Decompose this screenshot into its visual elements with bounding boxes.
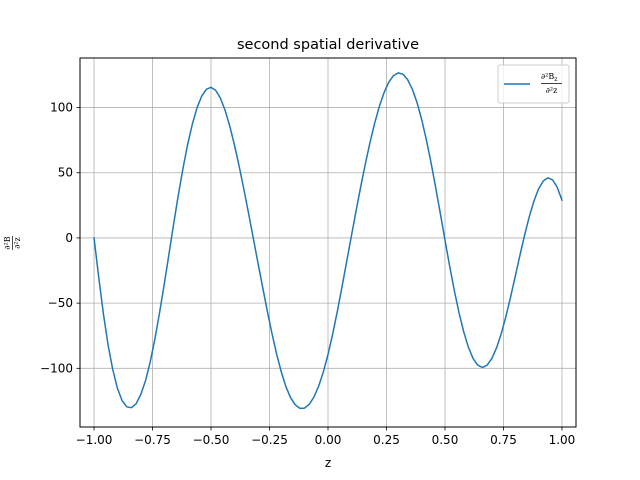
y-axis-label-numerator: ∂²B [3,236,12,249]
grid [80,58,576,427]
x-tick-label: −0.75 [134,433,171,447]
x-tick-label: −0.50 [193,433,230,447]
x-tick-label: 0.50 [432,433,459,447]
legend-entry-denominator: ∂²z [546,86,558,95]
legend: ∂²Bz ∂²z [497,64,570,104]
legend-box [497,64,570,104]
y-tick-label: −100 [40,361,73,375]
series-layer [93,72,563,410]
y-tick-label: 100 [50,101,73,115]
x-axis: −1.00 −0.75 −0.50 −0.25 0.00 0.25 0.50 0.75 1.00 [76,427,576,447]
legend-entry-subscript: z [554,76,557,83]
y-tick-label: −50 [48,296,73,310]
x-tick-label: −1.00 [76,433,113,447]
x-tick-label: 1.00 [549,433,576,447]
legend-entry-numerator: ∂²Bz [541,72,557,83]
y-axis-label-denominator: ∂²z [13,237,22,249]
y-tick-label: 50 [58,166,73,180]
chart-title: second spatial derivative [237,37,419,53]
legend-entry-numerator-main: ∂²B [541,72,554,81]
series-line-0 [93,72,563,410]
x-tick-label: 0.75 [490,433,517,447]
x-tick-label: 0.00 [315,433,342,447]
y-tick-label: 0 [65,231,73,245]
x-tick-label: −0.25 [251,433,288,447]
x-tick-label: 0.25 [373,433,400,447]
x-axis-label: z [325,456,331,470]
y-axis: −100 −50 0 50 100 [40,101,80,375]
y-axis-label: ∂²B ∂²z [3,236,22,250]
